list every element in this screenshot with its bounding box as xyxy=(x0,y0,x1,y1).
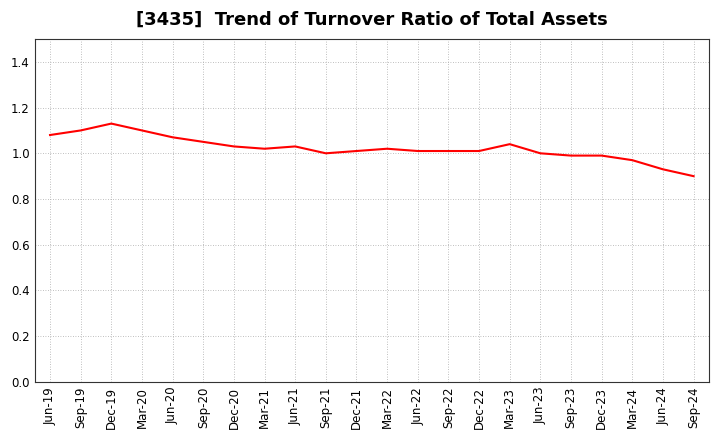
Title: [3435]  Trend of Turnover Ratio of Total Assets: [3435] Trend of Turnover Ratio of Total … xyxy=(136,11,608,29)
